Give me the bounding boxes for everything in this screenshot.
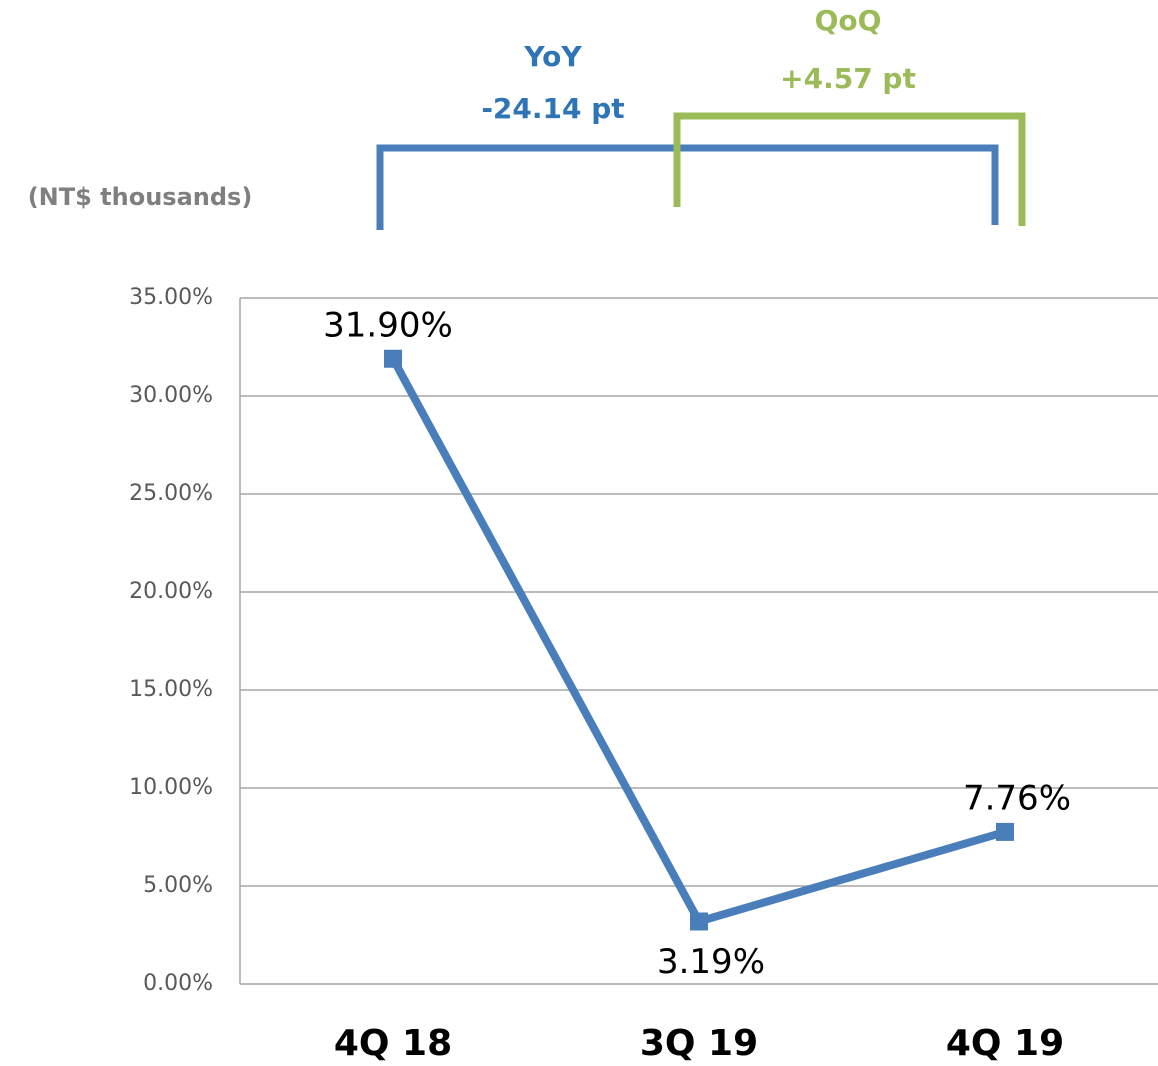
x-tick-label: 3Q 19 xyxy=(640,1023,758,1062)
qoq-value: +4.57 pt xyxy=(780,62,916,95)
line xyxy=(389,356,1007,926)
data-label: 7.76% xyxy=(963,778,1071,818)
data-label: 31.90% xyxy=(323,305,453,345)
y-tick-label: 0.00% xyxy=(143,971,213,996)
yoy-bracket xyxy=(376,144,999,230)
y-tick-label: 15.00% xyxy=(129,677,213,702)
x-tick-label: 4Q 18 xyxy=(334,1023,452,1062)
marker xyxy=(690,912,708,931)
y-tick-label: 5.00% xyxy=(143,873,213,898)
marker xyxy=(384,349,402,368)
yoy-title: YoY xyxy=(523,40,582,73)
data-label: 3.19% xyxy=(657,942,765,982)
marker xyxy=(996,822,1014,841)
y-tick-label: 30.00% xyxy=(129,383,213,408)
y-tick-label: 10.00% xyxy=(129,775,213,800)
y-tick-label: 35.00% xyxy=(129,285,213,310)
qoq-title: QoQ xyxy=(815,4,882,37)
y-tick-label: 20.00% xyxy=(129,579,213,604)
unit-label: (NT$ thousands) xyxy=(28,183,253,211)
x-tick-label: 4Q 19 xyxy=(946,1023,1064,1062)
y-tick-label: 25.00% xyxy=(129,481,213,506)
qoq-bracket xyxy=(673,112,1026,226)
yoy-value: -24.14 pt xyxy=(481,92,624,125)
